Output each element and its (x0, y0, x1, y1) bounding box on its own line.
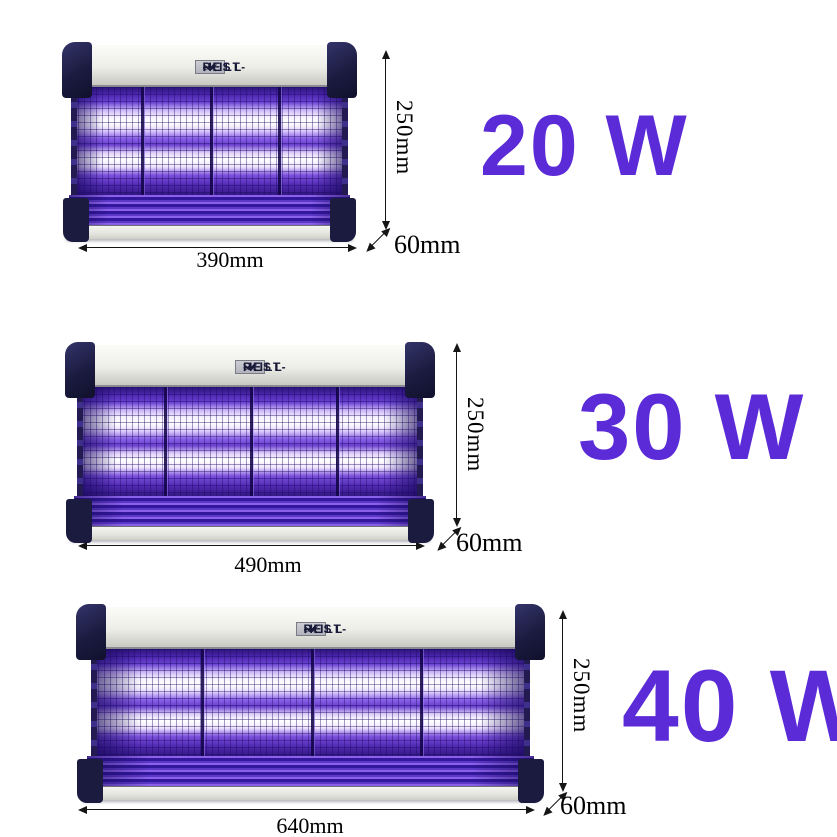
brand-label-right: PEST- (303, 622, 349, 636)
corner-cap (62, 42, 92, 98)
corner-cap (518, 759, 544, 803)
corner-cap (76, 604, 106, 660)
brand-label-left: -KILL (243, 360, 284, 374)
grid-divider (140, 87, 144, 196)
insect-killer-lamp-20w: -KILL PEST- (62, 42, 357, 242)
lamp-bottom-rail (66, 225, 353, 239)
wattage-label: 20 W (480, 98, 689, 194)
width-dimension-label: 390mm (196, 247, 264, 272)
corner-cap (405, 342, 435, 398)
uv-grid (72, 87, 347, 196)
grid-divider (250, 387, 253, 497)
depth-dimension-label: 60mm (560, 791, 627, 820)
height-dimension-label: 250mm (392, 100, 417, 176)
width-dimension-arrow (78, 805, 535, 814)
grid-divider (419, 649, 423, 757)
mosquito-icon (303, 624, 318, 634)
lamp-side-edge (71, 89, 78, 200)
lamp-bottom-rail (70, 526, 430, 540)
grid-divider (310, 649, 314, 757)
brand-label-right: PEST- (202, 60, 248, 74)
corner-cap (515, 604, 545, 660)
brand-label-left: -KILL (202, 60, 244, 74)
insect-killer-lamp-30w: -KILL PEST- (65, 342, 435, 543)
uv-grid (91, 649, 530, 757)
lamp-bottom-slats (73, 496, 427, 526)
uv-grid (77, 387, 423, 497)
wattage-label: 30 W (578, 374, 806, 479)
grid-divider (278, 87, 282, 196)
lamp-top-rail: -KILL PEST- (81, 607, 540, 649)
grid-divider (209, 87, 213, 196)
height-dimension-arrow (558, 610, 567, 792)
width-dimension-label: 490mm (234, 552, 302, 577)
brand-label: -KILL PEST- (235, 360, 286, 374)
grid-divider (336, 387, 340, 497)
mosquito-icon (243, 362, 257, 372)
height-dimension-label: 250mm (463, 397, 488, 473)
corner-cap (66, 499, 92, 543)
lamp-side-edge (91, 651, 97, 761)
corner-cap (65, 342, 95, 398)
corner-cap (330, 198, 356, 242)
brand-label-right: PEST- (243, 360, 288, 374)
corner-cap (63, 198, 89, 242)
height-dimension-arrow (452, 343, 461, 527)
lamp-side-edge (524, 651, 530, 761)
brand-label: -KILL PEST- (194, 60, 245, 74)
corner-cap (77, 759, 103, 803)
lamp-top-rail: -KILL PEST- (70, 345, 430, 387)
corner-cap (408, 499, 434, 543)
wattage-label: 40 W (622, 649, 837, 763)
corner-cap (327, 42, 357, 98)
lamp-bottom-rail (82, 786, 539, 800)
depth-dimension-label: 60mm (456, 528, 523, 557)
lamp-side-edge (417, 389, 424, 501)
height-dimension-label: 250mm (569, 658, 594, 734)
lamp-bottom-slats (87, 756, 534, 786)
grid-divider (163, 387, 167, 497)
width-dimension-arrow (78, 243, 357, 252)
width-dimension-label: 640mm (276, 813, 344, 837)
brand-label-left: -KILL (303, 622, 345, 636)
lamp-side-edge (341, 89, 348, 200)
mosquito-icon (202, 62, 217, 72)
lamp-top-rail: -KILL PEST- (67, 45, 352, 87)
lamp-bottom-slats (69, 195, 350, 225)
depth-dimension-label: 60mm (394, 230, 461, 259)
brand-label: -KILL PEST- (295, 622, 346, 636)
width-dimension-arrow (78, 541, 425, 550)
insect-killer-lamp-40w: -KILL PEST- (76, 604, 545, 803)
lamp-side-edge (76, 389, 83, 501)
grid-divider (201, 649, 205, 757)
